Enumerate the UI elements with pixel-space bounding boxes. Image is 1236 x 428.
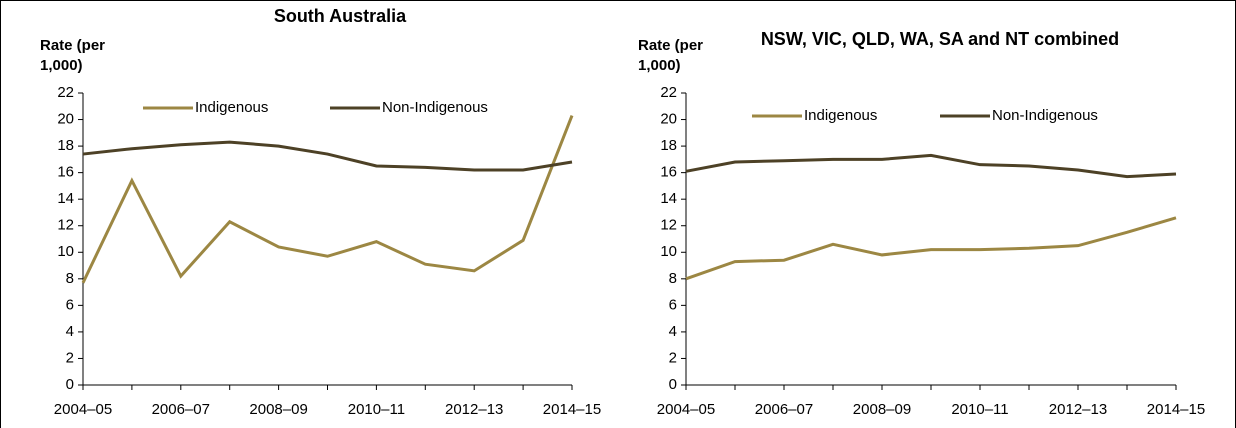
series-line (685, 216, 1177, 281)
y-tick-label: 8 (669, 270, 677, 287)
x-tick-label: 2014–15 (543, 401, 601, 418)
series-line (685, 153, 1177, 179)
y-tick-label: 10 (57, 243, 74, 260)
y-tick-label: 16 (660, 164, 677, 181)
y-tick-label: 20 (660, 111, 677, 128)
x-tick-label: 2004–05 (657, 401, 715, 418)
y-axis-label: Rate (per 1,000) (40, 37, 106, 74)
y-tick-label: 6 (669, 296, 677, 313)
y-tick-label: 4 (66, 323, 74, 340)
legend-label: Indigenous (195, 99, 268, 116)
x-tick-label: 2006–07 (152, 401, 210, 418)
x-tick-label: 2006–07 (755, 401, 813, 418)
series-line (81, 115, 574, 284)
y-tick-label: 0 (66, 376, 74, 393)
y-tick-label: 18 (660, 137, 677, 154)
series-line (82, 140, 573, 172)
y-tick-label: 2 (669, 349, 677, 366)
x-tick-label: 2004–05 (54, 401, 112, 418)
y-tick-label: 10 (660, 243, 677, 260)
x-tick-label: 2012–13 (445, 401, 503, 418)
chart-title: South Australia (273, 6, 407, 26)
y-tick-label: 12 (57, 217, 74, 234)
y-tick-label: 14 (57, 190, 74, 207)
y-tick-label: 6 (66, 296, 74, 313)
legend-label: Non-Indigenous (382, 99, 488, 116)
y-tick-label: 2 (66, 349, 74, 366)
x-tick-label: 2014–15 (1147, 401, 1205, 418)
y-tick-label: 14 (660, 190, 677, 207)
y-tick-label: 22 (57, 84, 74, 101)
x-tick-label: 2010–11 (951, 401, 1008, 418)
x-tick-label: 2010–11 (348, 401, 405, 418)
y-axis-label: Rate (per 1,000) (638, 37, 704, 74)
x-tick-label: 2008–09 (853, 401, 911, 418)
y-tick-label: 12 (660, 217, 677, 234)
x-tick-label: 2012–13 (1049, 401, 1107, 418)
y-tick-label: 4 (669, 323, 677, 340)
y-tick-label: 16 (57, 164, 74, 181)
legend-label: Indigenous (804, 107, 877, 124)
legend-label: Non-Indigenous (992, 107, 1098, 124)
x-tick-label: 2008–09 (249, 401, 307, 418)
y-tick-label: 20 (57, 111, 74, 128)
y-tick-label: 8 (66, 270, 74, 287)
y-tick-label: 0 (669, 376, 677, 393)
chart-title: NSW, VIC, QLD, WA, SA and NT combined (760, 29, 1120, 49)
y-tick-label: 18 (57, 137, 74, 154)
y-tick-label: 22 (660, 84, 677, 101)
